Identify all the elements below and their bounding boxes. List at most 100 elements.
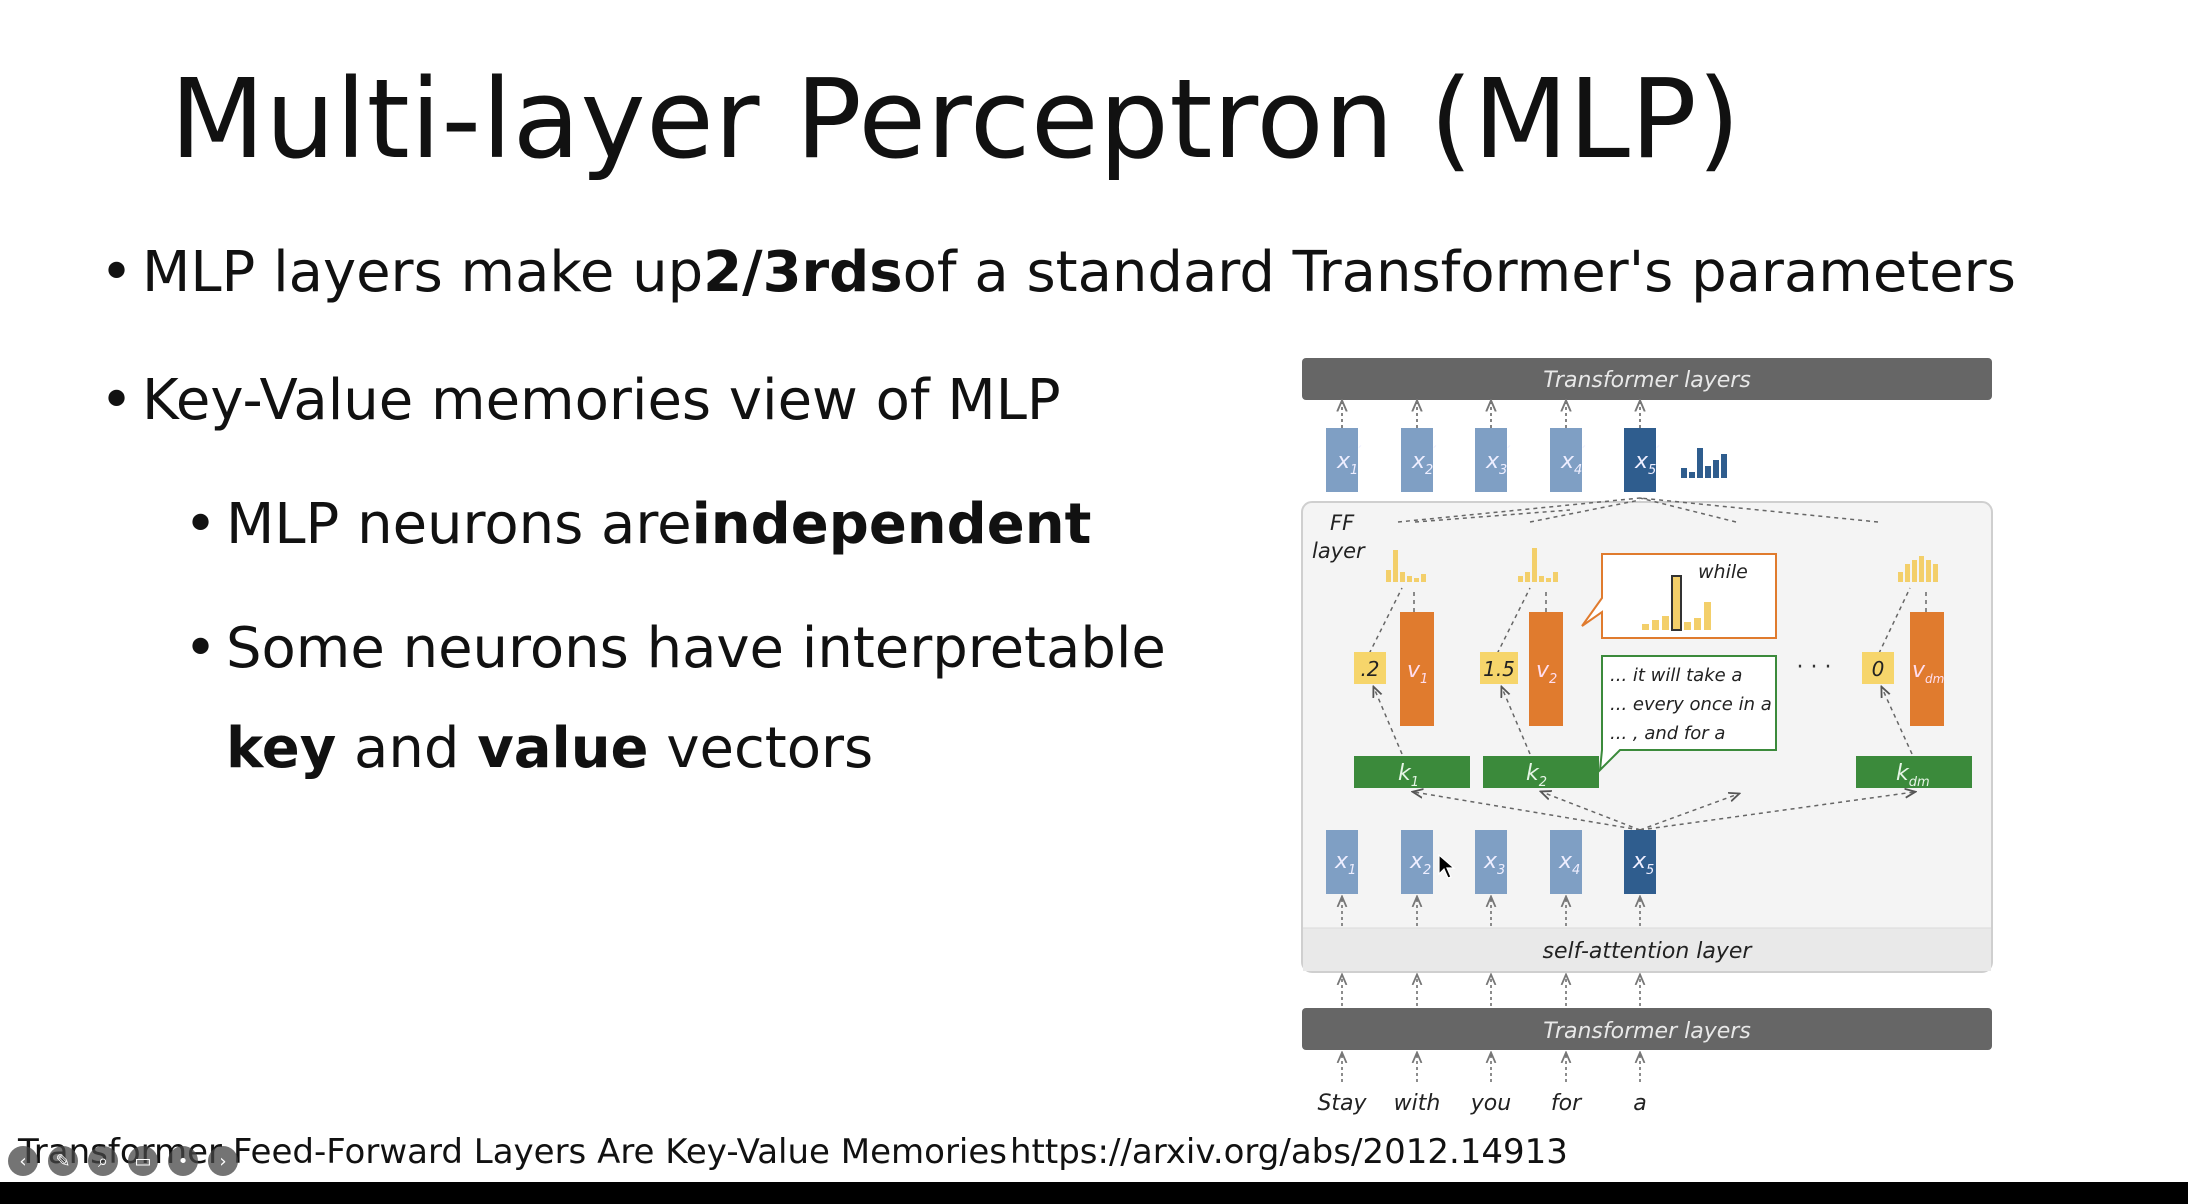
sub-bullet-interpretable-line2: key and value vectors xyxy=(226,716,873,781)
pen-icon[interactable]: ✎ xyxy=(48,1146,78,1176)
bullet-dot: • xyxy=(100,368,134,433)
value-vector-label: vdm xyxy=(1912,658,1944,686)
coefficient-label: 0 xyxy=(1872,657,1885,681)
footer-url-link[interactable]: https://arxiv.org/abs/2012.14913 xyxy=(1010,1132,1568,1172)
output-token xyxy=(1326,428,1358,492)
output-token-label: x4′ xyxy=(1560,444,1586,478)
output-token xyxy=(1550,428,1582,492)
coefficient-label: 1.5 xyxy=(1483,657,1515,681)
key-vector-label: kdm xyxy=(1896,761,1930,790)
input-word: you xyxy=(1470,1091,1511,1116)
key-to-coefficient-arrows xyxy=(1374,688,1913,755)
input-token-label: x2 xyxy=(1409,849,1431,878)
key-callout-line: ... every once in a xyxy=(1610,694,1772,715)
bullet-text-line1: Some neurons have interpretable xyxy=(226,616,1166,681)
key-callout: ... it will take a ... every once in a .… xyxy=(1598,655,1777,773)
bullet-bold-key: key xyxy=(226,716,337,781)
input-token-label: x4 xyxy=(1558,849,1580,878)
key-callout-line: ... , and for a xyxy=(1610,723,1725,744)
key-vector xyxy=(1354,756,1470,788)
screen-icon[interactable]: ▭ xyxy=(128,1146,158,1176)
output-token xyxy=(1475,428,1507,492)
output-distribution-histogram xyxy=(1681,448,1727,478)
bullet-text-mid: and xyxy=(336,716,478,781)
bullet-dot: • xyxy=(184,616,218,681)
value-vector xyxy=(1400,612,1434,726)
coefficient-box xyxy=(1354,652,1386,684)
input-to-key-arrows xyxy=(1414,792,1914,831)
bullet-text-post: of a standard Transformer's parameters xyxy=(902,240,2016,305)
sub-bullet-interpretable: • Some neurons have interpretable xyxy=(184,616,1166,681)
value-callout-word: while xyxy=(1698,561,1748,583)
neuron-histograms xyxy=(1386,548,1938,582)
input-token xyxy=(1326,830,1358,894)
input-word: for xyxy=(1551,1091,1583,1116)
input-word: a xyxy=(1633,1091,1646,1116)
key-vector xyxy=(1483,756,1599,788)
key-value-memory-diagram: Transformer layers x1′ x2′ x3′ x4′ x5′ xyxy=(1301,358,1993,1116)
input-token xyxy=(1550,830,1582,894)
input-word: Stay xyxy=(1317,1091,1367,1116)
top-transformer-bar xyxy=(1302,358,1992,400)
sub-bullet-independent: • MLP neurons are independent xyxy=(184,492,1091,557)
value-lines xyxy=(1361,587,1927,669)
coefficient-label: .2 xyxy=(1360,657,1379,681)
bottom-black-bar xyxy=(0,1182,2188,1204)
bullet-parameters: • MLP layers make up 2/3rds of a standar… xyxy=(100,240,2016,305)
bullet-bold-value: value xyxy=(477,716,649,781)
self-attention-label: self-attention layer xyxy=(1543,939,1754,964)
zoom-icon[interactable]: ⌕ xyxy=(88,1146,118,1176)
bullet-text-pre: MLP layers make up xyxy=(142,240,704,305)
input-tokens: x1 x2 x3 x4 x5 xyxy=(1326,830,1656,894)
value-vector-label: v2 xyxy=(1536,658,1557,687)
mouse-cursor-icon xyxy=(1438,854,1456,879)
key-vector-label: k1 xyxy=(1398,761,1419,790)
output-token-label: x5′ xyxy=(1634,444,1660,478)
key-vectors: k1 k2 kdm xyxy=(1354,756,1972,790)
bullet-text-bold: 2/3rds xyxy=(703,240,903,305)
coefficients: .2 1.5 0 xyxy=(1354,652,1894,684)
output-token-highlight xyxy=(1624,428,1656,492)
key-callout-line: ... it will take a xyxy=(1610,665,1742,686)
value-vector xyxy=(1529,612,1563,726)
coefficient-box xyxy=(1480,652,1518,684)
more-icon[interactable]: • xyxy=(168,1146,198,1176)
ellipsis: · · · xyxy=(1797,655,1832,680)
input-token-label: x5 xyxy=(1632,849,1654,878)
output-token-label: x1′ xyxy=(1336,444,1362,478)
value-vector xyxy=(1910,612,1944,726)
bullet-text-bold: independent xyxy=(691,492,1092,557)
value-callout-histogram xyxy=(1642,575,1711,631)
output-token-label: x3′ xyxy=(1485,444,1511,478)
forward-arrow-icon[interactable]: › xyxy=(208,1146,238,1176)
bottom-transformer-bar xyxy=(1302,1008,1992,1050)
word-arrows xyxy=(1342,1054,1640,1082)
output-arrows xyxy=(1342,402,1640,428)
bottom-to-attention-arrows xyxy=(1342,976,1640,1006)
self-attention-band xyxy=(1303,928,1991,971)
input-word: with xyxy=(1394,1091,1441,1116)
input-token-label: x1 xyxy=(1334,849,1356,878)
value-vectors: v1 v2 vdm xyxy=(1400,612,1944,726)
attention-to-input-arrows xyxy=(1342,898,1640,926)
input-token xyxy=(1475,830,1507,894)
bullet-key-value-view: • Key-Value memories view of MLP xyxy=(100,368,1061,433)
output-token xyxy=(1401,428,1433,492)
input-words: Stay with you for a xyxy=(1317,1091,1646,1116)
slide-title: Multi-layer Perceptron (MLP) xyxy=(170,55,1741,183)
output-tokens: x1′ x2′ x3′ x4′ x5′ xyxy=(1326,428,1660,492)
bullet-text-pre: MLP neurons are xyxy=(226,492,692,557)
coefficient-box xyxy=(1862,652,1894,684)
key-vector xyxy=(1856,756,1972,788)
layer-label: layer xyxy=(1312,539,1366,563)
bullet-dot: • xyxy=(100,240,134,305)
output-token-label: x2′ xyxy=(1411,444,1437,478)
input-token-highlight xyxy=(1624,830,1656,894)
presentation-toolbar: ‹ ✎ ⌕ ▭ • › xyxy=(8,1146,238,1176)
bottom-transformer-bar-label: Transformer layers xyxy=(1543,1019,1751,1044)
top-transformer-bar-label: Transformer layers xyxy=(1543,368,1751,393)
bullet-text: Key-Value memories view of MLP xyxy=(142,368,1061,433)
back-arrow-icon[interactable]: ‹ xyxy=(8,1146,38,1176)
input-token-label: x3 xyxy=(1483,849,1505,878)
bullet-dot: • xyxy=(184,492,218,557)
